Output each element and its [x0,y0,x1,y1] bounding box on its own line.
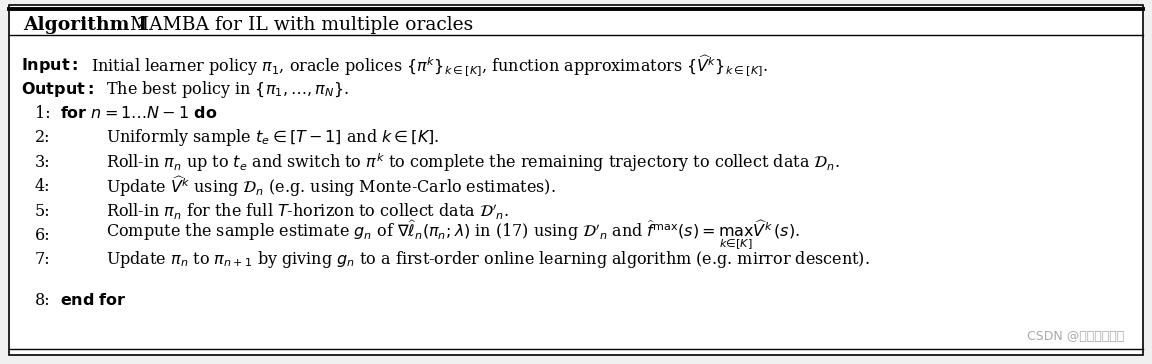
Text: 2:: 2: [35,130,50,146]
Text: 8:: 8: [35,292,51,309]
Text: Update $\pi_n$ to $\pi_{n+1}$ by giving $g_n$ to a first-order online learning a: Update $\pi_n$ to $\pi_{n+1}$ by giving … [106,249,870,270]
Text: 4:: 4: [35,178,50,195]
Text: 3:: 3: [35,154,51,171]
Text: CSDN @收到求救信号: CSDN @收到求救信号 [1028,330,1124,343]
Text: Compute the sample estimate $g_n$ of $\nabla\widehat{\ell}_n(\pi_n; \lambda)$ in: Compute the sample estimate $g_n$ of $\n… [106,219,799,252]
Text: $\mathbf{Output:}$: $\mathbf{Output:}$ [21,80,93,99]
Text: 1:: 1: [35,105,51,122]
FancyBboxPatch shape [9,5,1143,355]
Text: Uniformly sample $t_e \in [T-1]$ and $k \in [K]$.: Uniformly sample $t_e \in [T-1]$ and $k … [106,127,440,149]
Text: 7:: 7: [35,252,51,268]
Text: 6:: 6: [35,227,51,244]
Text: Roll-in $\pi_n$ up to $t_e$ and switch to $\pi^k$ to complete the remaining traj: Roll-in $\pi_n$ up to $t_e$ and switch t… [106,151,840,174]
Text: 5:: 5: [35,203,51,219]
Text: $\mathbf{end\ for}$: $\mathbf{end\ for}$ [60,292,127,309]
Text: $\mathbf{for}$ $n = 1 \ldots N-1$ $\mathbf{do}$: $\mathbf{for}$ $n = 1 \ldots N-1$ $\math… [60,105,218,122]
Text: $\mathbf{Input:}$: $\mathbf{Input:}$ [21,56,78,75]
Text: Algorithm 1: Algorithm 1 [23,16,149,35]
Text: Initial learner policy $\pi_1$, oracle polices $\{\pi^k\}_{k\in[K]}$, function a: Initial learner policy $\pi_1$, oracle p… [81,53,767,78]
Text: MAMBA for IL with multiple oracles: MAMBA for IL with multiple oracles [124,16,473,35]
Text: The best policy in $\{\pi_1, \ldots, \pi_N\}$.: The best policy in $\{\pi_1, \ldots, \pi… [96,79,349,100]
Text: Update $\widehat{V}^k$ using $\mathcal{D}_n$ (e.g. using Monte-Carlo estimates).: Update $\widehat{V}^k$ using $\mathcal{D… [106,174,555,199]
Text: Roll-in $\pi_n$ for the full $T$-horizon to collect data $\mathcal{D}'_n$.: Roll-in $\pi_n$ for the full $T$-horizon… [106,201,509,221]
